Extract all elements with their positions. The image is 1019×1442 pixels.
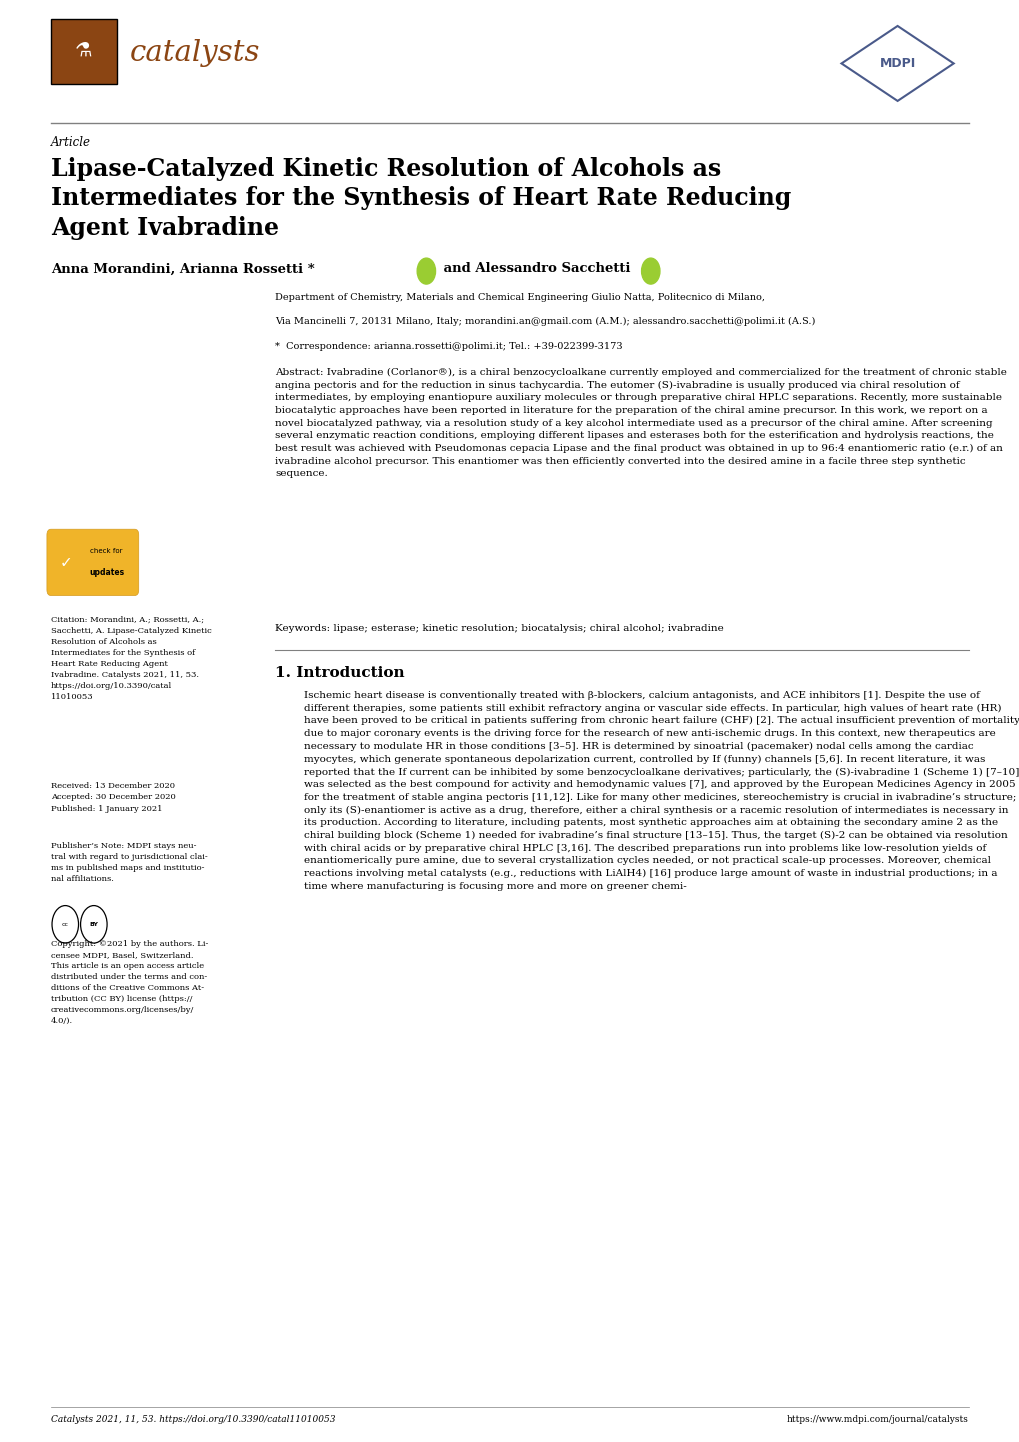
Text: Citation: Morandini, A.; Rossetti, A.;
Sacchetti, A. Lipase-Catalyzed Kinetic
Re: Citation: Morandini, A.; Rossetti, A.; S…: [51, 616, 212, 701]
Text: ⚗: ⚗: [74, 40, 93, 61]
Text: https://www.mdpi.com/journal/catalysts: https://www.mdpi.com/journal/catalysts: [787, 1415, 968, 1423]
FancyBboxPatch shape: [51, 19, 117, 84]
Text: Abstract: Ivabradine (Corlanor®), is a chiral benzocycloalkane currently employe: Abstract: Ivabradine (Corlanor®), is a c…: [275, 368, 1007, 479]
Text: ✓: ✓: [60, 555, 72, 570]
Text: check for: check for: [90, 548, 122, 554]
Text: Copyright: ©2021 by the authors. Li-
censee MDPI, Basel, Switzerland.
This artic: Copyright: ©2021 by the authors. Li- cen…: [51, 940, 208, 1025]
Circle shape: [417, 258, 435, 284]
Text: Catalysts 2021, 11, 53. https://doi.org/10.3390/catal11010053: Catalysts 2021, 11, 53. https://doi.org/…: [51, 1415, 335, 1423]
FancyBboxPatch shape: [47, 529, 139, 596]
Text: *  Correspondence: arianna.rossetti@polimi.it; Tel.: +39-022399-3173: * Correspondence: arianna.rossetti@polim…: [275, 342, 623, 350]
Text: and Alessandro Sacchetti: and Alessandro Sacchetti: [438, 262, 630, 275]
Text: Anna Morandini, Arianna Rossetti *: Anna Morandini, Arianna Rossetti *: [51, 262, 315, 275]
Text: updates: updates: [90, 568, 124, 577]
Text: BY: BY: [90, 921, 98, 927]
Text: Ischemic heart disease is conventionally treated with β-blockers, calcium antago: Ischemic heart disease is conventionally…: [304, 691, 1019, 891]
Text: Via Mancinelli 7, 20131 Milano, Italy; morandini.an@gmail.com (A.M.); alessandro: Via Mancinelli 7, 20131 Milano, Italy; m…: [275, 317, 815, 326]
Text: cc: cc: [62, 921, 68, 927]
Text: Department of Chemistry, Materials and Chemical Engineering Giulio Natta, Polite: Department of Chemistry, Materials and C…: [275, 293, 764, 301]
Text: MDPI: MDPI: [878, 56, 915, 71]
Text: iD: iD: [423, 268, 429, 274]
Text: iD: iD: [647, 268, 653, 274]
Text: Lipase-Catalyzed Kinetic Resolution of Alcohols as
Intermediates for the Synthes: Lipase-Catalyzed Kinetic Resolution of A…: [51, 157, 791, 239]
Text: Article: Article: [51, 136, 91, 149]
Text: catalysts: catalysts: [129, 39, 260, 68]
Circle shape: [641, 258, 659, 284]
Text: Received: 13 December 2020
Accepted: 30 December 2020
Published: 1 January 2021: Received: 13 December 2020 Accepted: 30 …: [51, 782, 175, 813]
Text: 1. Introduction: 1. Introduction: [275, 666, 405, 681]
Text: Publisher’s Note: MDPI stays neu-
tral with regard to jurisdictional clai-
ms in: Publisher’s Note: MDPI stays neu- tral w…: [51, 842, 208, 883]
Text: Keywords: lipase; esterase; kinetic resolution; biocatalysis; chiral alcohol; iv: Keywords: lipase; esterase; kinetic reso…: [275, 624, 723, 633]
